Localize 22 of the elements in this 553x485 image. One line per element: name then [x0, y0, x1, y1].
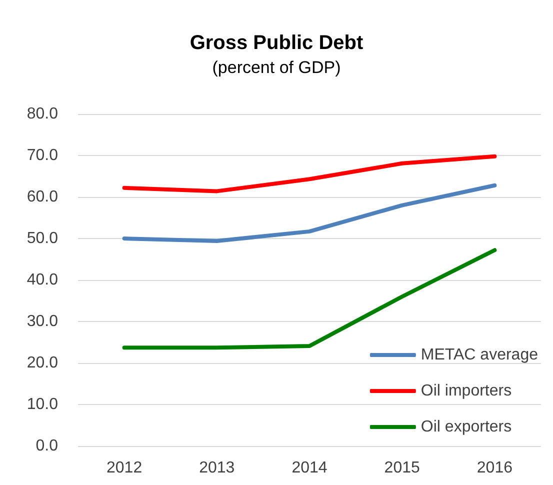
x-tick-label: 2014 [292, 460, 328, 476]
y-tick-label: 80.0 [26, 106, 58, 122]
y-tick-label: 70.0 [26, 147, 58, 164]
x-tick-label: 2013 [199, 460, 235, 476]
y-tick-label: 40.0 [26, 272, 58, 288]
line-series [122, 183, 497, 243]
y-tick-label: 0.0 [36, 438, 58, 454]
line-series [122, 154, 497, 194]
x-tick-label: 2016 [476, 460, 513, 476]
y-tick-label: 30.0 [26, 313, 58, 330]
x-tick-label: 2012 [106, 460, 142, 476]
y-tick-label: 20.0 [26, 354, 58, 372]
legend-label: Oil importers [420, 382, 512, 400]
y-tick-label: 50.0 [26, 230, 58, 247]
line-series [122, 248, 497, 350]
y-tick-label: 60.0 [26, 188, 58, 206]
x-tick-label: 2015 [384, 460, 420, 476]
chart-title: Gross Public Debt [190, 32, 364, 54]
legend-label: Oil exporters [420, 418, 512, 436]
chart-subtitle: (percent of GDP) [212, 58, 341, 77]
legend-label: METAC average [420, 346, 538, 364]
y-tick-label: 10.0 [26, 396, 58, 413]
